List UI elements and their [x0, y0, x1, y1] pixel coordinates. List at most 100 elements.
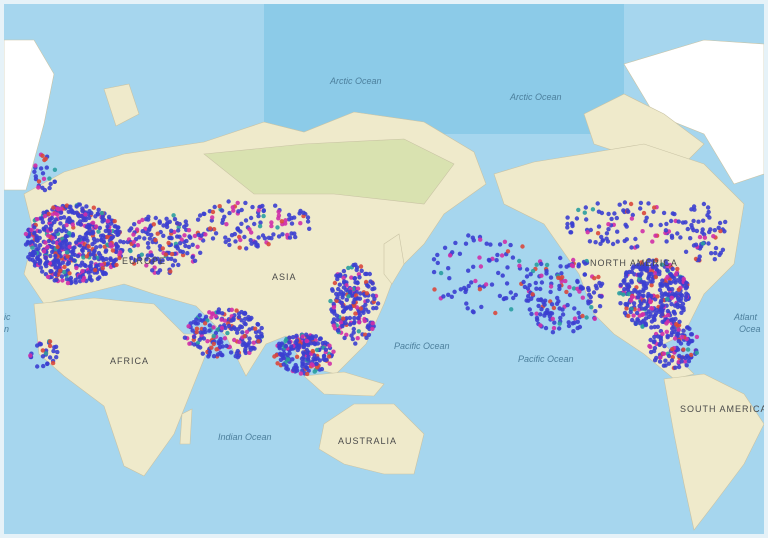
map-point[interactable] [346, 294, 351, 299]
map-point[interactable] [61, 215, 67, 220]
map-point[interactable] [352, 315, 357, 321]
map-point[interactable] [359, 268, 364, 273]
map-point[interactable] [370, 321, 375, 326]
map-point[interactable] [238, 237, 243, 243]
map-point[interactable] [226, 323, 232, 329]
map-point[interactable] [314, 347, 320, 353]
map-point[interactable] [53, 271, 58, 277]
map-point[interactable] [708, 227, 713, 232]
map-point[interactable] [81, 278, 86, 283]
map-point[interactable] [357, 320, 362, 325]
map-point[interactable] [56, 227, 61, 232]
map-point[interactable] [458, 287, 463, 292]
map-point[interactable] [300, 334, 305, 339]
map-point[interactable] [42, 187, 48, 193]
map-point[interactable] [105, 234, 110, 240]
map-point[interactable] [195, 217, 201, 222]
map-point[interactable] [80, 206, 85, 211]
map-point[interactable] [59, 274, 65, 279]
map-point[interactable] [648, 223, 654, 228]
map-point[interactable] [52, 179, 57, 184]
map-point[interactable] [135, 243, 141, 248]
map-point[interactable] [355, 336, 360, 341]
map-point[interactable] [676, 287, 681, 292]
map-point[interactable] [239, 221, 244, 226]
map-point[interactable] [195, 340, 201, 346]
map-point[interactable] [618, 282, 623, 288]
map-point[interactable] [92, 267, 98, 273]
map-point[interactable] [327, 361, 332, 366]
map-point[interactable] [661, 351, 667, 356]
map-point[interactable] [233, 239, 238, 244]
map-point[interactable] [334, 291, 339, 297]
map-point[interactable] [560, 312, 566, 317]
map-point[interactable] [477, 287, 483, 292]
map-point[interactable] [653, 233, 658, 238]
map-point[interactable] [556, 299, 561, 304]
map-point[interactable] [34, 217, 40, 222]
map-point[interactable] [38, 265, 44, 270]
map-point[interactable] [220, 311, 225, 316]
map-point[interactable] [255, 322, 261, 327]
map-point[interactable] [210, 209, 216, 215]
map-point[interactable] [662, 343, 667, 349]
map-point[interactable] [26, 255, 31, 260]
map-point[interactable] [151, 222, 156, 227]
map-point[interactable] [37, 261, 42, 266]
map-point[interactable] [670, 317, 675, 322]
map-point[interactable] [180, 252, 186, 258]
map-point[interactable] [67, 231, 72, 236]
map-point[interactable] [55, 212, 60, 217]
map-point[interactable] [442, 245, 448, 250]
map-point[interactable] [355, 296, 360, 301]
map-point[interactable] [50, 212, 55, 217]
map-point[interactable] [136, 219, 142, 225]
map-point[interactable] [497, 242, 503, 247]
map-point[interactable] [144, 263, 149, 268]
map-point[interactable] [347, 315, 353, 321]
map-point[interactable] [500, 273, 505, 278]
map-point[interactable] [702, 235, 708, 240]
map-point[interactable] [239, 207, 244, 213]
map-point[interactable] [112, 219, 117, 224]
map-point[interactable] [238, 324, 243, 329]
map-point[interactable] [190, 328, 195, 333]
map-point[interactable] [576, 207, 581, 213]
map-point[interactable] [332, 280, 338, 286]
map-point[interactable] [374, 305, 379, 311]
map-point[interactable] [309, 341, 314, 346]
map-point[interactable] [571, 257, 576, 263]
map-point[interactable] [446, 266, 451, 271]
map-point[interactable] [211, 341, 216, 347]
map-point[interactable] [48, 253, 53, 259]
map-point[interactable] [639, 279, 644, 284]
map-point[interactable] [317, 358, 322, 363]
map-point[interactable] [133, 258, 138, 263]
map-point[interactable] [304, 365, 309, 370]
map-point[interactable] [169, 256, 174, 261]
map-point[interactable] [596, 224, 602, 229]
map-point[interactable] [336, 286, 341, 292]
map-point[interactable] [334, 298, 339, 303]
map-point[interactable] [517, 258, 522, 264]
map-point[interactable] [327, 343, 332, 348]
map-point[interactable] [84, 204, 89, 209]
map-point[interactable] [669, 235, 675, 240]
map-point[interactable] [569, 221, 575, 226]
map-point[interactable] [536, 303, 541, 309]
map-point[interactable] [587, 239, 593, 244]
map-point[interactable] [147, 236, 153, 241]
map-point[interactable] [651, 209, 656, 214]
map-point[interactable] [112, 258, 117, 263]
map-point[interactable] [239, 309, 244, 315]
map-point[interactable] [660, 283, 665, 288]
map-point[interactable] [626, 291, 631, 297]
map-point[interactable] [301, 344, 306, 349]
map-point[interactable] [453, 240, 458, 246]
map-point[interactable] [236, 209, 241, 214]
map-point[interactable] [576, 262, 581, 267]
map-point[interactable] [370, 281, 375, 286]
map-point[interactable] [211, 354, 217, 359]
map-point[interactable] [663, 363, 668, 368]
map-point[interactable] [539, 273, 544, 278]
